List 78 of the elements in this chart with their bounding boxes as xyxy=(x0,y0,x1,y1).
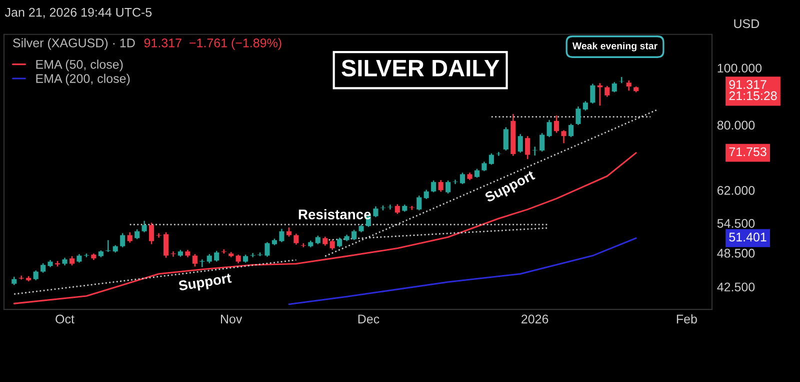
candlestick xyxy=(106,240,111,253)
candlestick xyxy=(264,242,270,258)
candlestick xyxy=(503,126,508,152)
y-tick-label: 48.500 xyxy=(717,248,755,258)
candlestick xyxy=(568,123,574,138)
candlestick xyxy=(576,106,581,126)
candlestick xyxy=(33,270,38,281)
y-tick-label: 42.500 xyxy=(717,282,755,292)
candlestick xyxy=(120,232,126,248)
line-series xyxy=(288,237,637,305)
candlestick xyxy=(206,253,212,264)
x-tick-label: Feb xyxy=(676,314,697,324)
candlestick xyxy=(221,248,226,254)
candlestick xyxy=(446,180,451,194)
text: SILVER DAILY xyxy=(342,60,500,76)
y-tick-label: 54.500 xyxy=(717,218,755,228)
y-tick-label: 80.000 xyxy=(717,120,755,130)
text: 71.753 xyxy=(729,147,766,156)
candlestick xyxy=(134,228,140,240)
candlestick xyxy=(416,194,422,211)
candlestick xyxy=(460,172,466,185)
candlestick xyxy=(546,119,552,138)
chart-subtitle: Silver (XAGUSD) · 1D xyxy=(13,38,135,50)
x-tick-label: Oct xyxy=(56,314,74,324)
candlestick xyxy=(294,233,299,246)
text: 51.401 xyxy=(729,232,766,242)
candlestick xyxy=(482,161,487,172)
annotation: Weak evening star xyxy=(572,42,658,52)
candlestick xyxy=(192,253,198,268)
candlestick xyxy=(394,204,400,215)
candlestick xyxy=(438,179,444,192)
candlestick xyxy=(156,232,162,238)
candlestick xyxy=(488,152,494,166)
text: Jan 21, 2026 19:44 UTC-5 xyxy=(4,8,152,18)
y-tick-label: 100.000 xyxy=(718,64,762,73)
annotation: Support xyxy=(178,272,232,294)
text: 91.317 21:15:28 xyxy=(729,80,777,100)
candlestick xyxy=(582,100,588,112)
candlestick xyxy=(431,180,436,193)
candlestick xyxy=(604,85,610,98)
candlestick xyxy=(69,256,75,266)
candlestick xyxy=(561,130,566,144)
candlestick xyxy=(127,232,132,244)
candlestick xyxy=(200,258,205,268)
candlestick xyxy=(351,229,357,241)
candlestick xyxy=(532,146,538,156)
x-tick-label: Dec xyxy=(358,314,380,324)
candlestick xyxy=(518,133,523,154)
y-tick-label: 62.000 xyxy=(717,186,755,195)
x-tick-label: 2026 xyxy=(522,314,548,324)
candlestick xyxy=(612,81,617,93)
line-series xyxy=(13,152,637,304)
annotation: 91.317 −1.761 (−1.89%) xyxy=(144,38,282,50)
candlestick xyxy=(322,236,328,246)
legend-label: EMA (50, close) xyxy=(36,60,123,72)
candlestick xyxy=(525,135,530,160)
candlestick xyxy=(214,250,220,262)
candlestick xyxy=(163,232,169,258)
candlestick xyxy=(337,237,342,248)
candlestick xyxy=(597,82,602,106)
candlestick xyxy=(373,206,378,218)
candlestick xyxy=(142,220,147,233)
candlestick xyxy=(424,189,429,200)
candlestick xyxy=(554,114,560,134)
annotation: Resistance xyxy=(298,209,371,220)
x-tick-label: Nov xyxy=(220,314,242,324)
candlestick xyxy=(149,222,154,245)
candlestick xyxy=(452,179,458,185)
candlestick xyxy=(40,262,46,274)
candlestick xyxy=(626,80,632,92)
legend-label: EMA (200, close) xyxy=(36,74,130,86)
candlestick xyxy=(170,250,176,258)
candlestick xyxy=(250,252,256,258)
candlestick xyxy=(590,83,596,104)
candlestick xyxy=(330,239,335,250)
candlestick xyxy=(279,228,284,243)
candlestick xyxy=(540,132,545,152)
y-axis-title: USD xyxy=(734,19,760,28)
